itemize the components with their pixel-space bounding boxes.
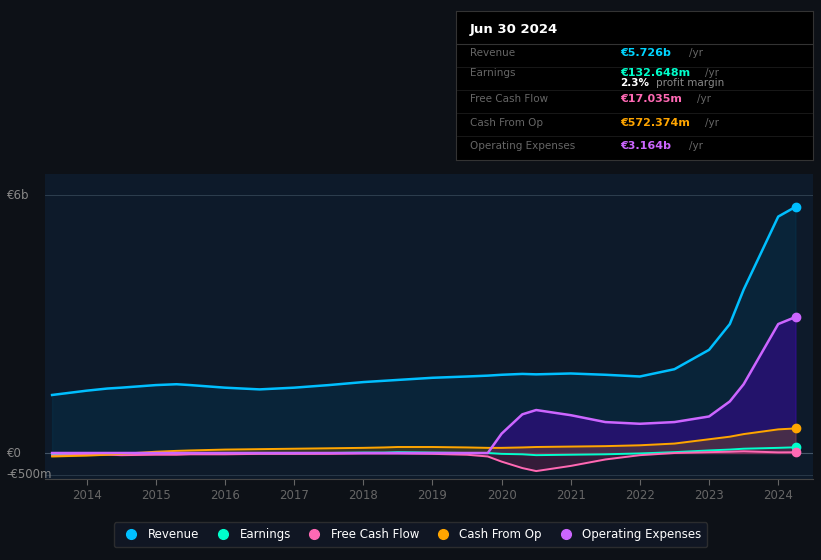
Text: €6b: €6b	[7, 189, 29, 202]
Text: €17.035m: €17.035m	[620, 95, 681, 104]
Text: -€500m: -€500m	[7, 468, 52, 481]
Text: /yr: /yr	[689, 48, 704, 58]
Text: €5.726b: €5.726b	[620, 48, 671, 58]
Text: /yr: /yr	[697, 95, 711, 104]
Text: Cash From Op: Cash From Op	[470, 118, 543, 128]
Text: €572.374m: €572.374m	[620, 118, 690, 128]
Text: /yr: /yr	[705, 68, 719, 78]
Text: Earnings: Earnings	[470, 68, 516, 78]
Text: Free Cash Flow: Free Cash Flow	[470, 95, 548, 104]
Text: Revenue: Revenue	[470, 48, 515, 58]
Text: €3.164b: €3.164b	[620, 141, 671, 151]
Legend: Revenue, Earnings, Free Cash Flow, Cash From Op, Operating Expenses: Revenue, Earnings, Free Cash Flow, Cash …	[114, 522, 707, 547]
Text: Operating Expenses: Operating Expenses	[470, 141, 576, 151]
Text: €0: €0	[7, 446, 21, 460]
Text: profit margin: profit margin	[656, 78, 724, 88]
Text: 2.3%: 2.3%	[620, 78, 649, 88]
Text: /yr: /yr	[689, 141, 704, 151]
Text: Jun 30 2024: Jun 30 2024	[470, 22, 558, 35]
Text: /yr: /yr	[705, 118, 719, 128]
Text: €132.648m: €132.648m	[620, 68, 690, 78]
